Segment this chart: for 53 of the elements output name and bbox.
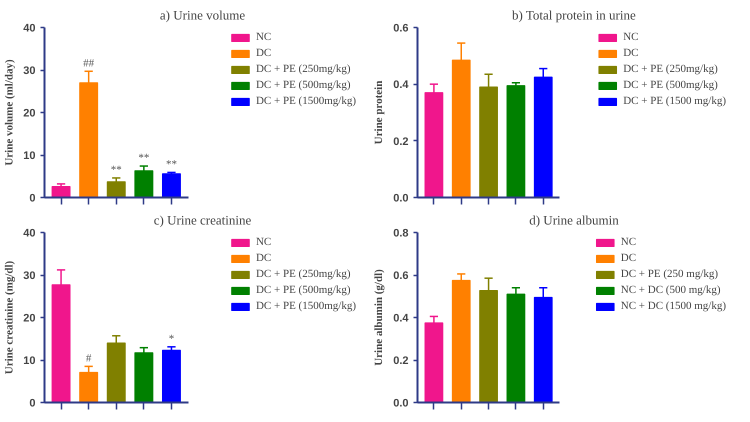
data-label: ** <box>166 158 177 170</box>
y-tick-label: 0.6 <box>393 270 409 282</box>
y-axis-title: Urine albumin (g/dl) <box>373 268 386 366</box>
legend-label: DC + PE (500mg/kg) <box>623 79 718 91</box>
y-tick-label: 0.0 <box>393 192 409 204</box>
y-tick-label: 0 <box>29 192 36 204</box>
legend-label: DC <box>256 47 272 59</box>
y-tick-label: 10 <box>23 355 36 367</box>
legend-label: DC + PE (250mg/kg) <box>256 268 350 280</box>
data-label: ## <box>83 57 95 70</box>
y-tick-label: 10 <box>23 150 36 162</box>
y-tick-label: 20 <box>23 312 36 324</box>
legend-label: NC <box>256 31 272 43</box>
legend-label: DC + PE (250 mg/kg) <box>620 268 718 280</box>
data-label: # <box>86 352 92 364</box>
chart-title: b) Total protein in urine <box>512 8 636 22</box>
legend-label: DC + PE (1500mg/kg) <box>256 95 356 107</box>
legend-label: NC + DC (1500 mg/kg) <box>620 300 726 312</box>
y-tick-label: 0.6 <box>393 22 409 34</box>
y-tick-label: 30 <box>23 65 36 77</box>
y-axis-title: Urine protein <box>373 80 386 144</box>
y-tick-label: 30 <box>23 270 36 282</box>
data-label: * <box>168 332 174 345</box>
y-tick-label: 0.0 <box>393 398 409 410</box>
y-axis-title: Urine volume (ml/day) <box>3 59 16 166</box>
legend-label: DC + PE (250mg/kg) <box>256 63 350 75</box>
y-tick-label: 0.8 <box>393 228 409 240</box>
legend-label: DC + PE (500mg/kg) <box>256 79 350 91</box>
legend-label: NC + DC (500 mg/kg) <box>620 284 720 296</box>
chart-title: c) Urine creatinine <box>154 212 252 228</box>
legend-label: DC <box>620 252 638 264</box>
chart-title: a) Urine volume <box>160 8 246 22</box>
y-tick-label: 20 <box>23 108 36 120</box>
data-label: ** <box>138 152 150 164</box>
legend-label: DC + PE (1500 mg/kg) <box>623 95 726 107</box>
legend-label: DC + PE (250mg/kg) <box>623 63 718 75</box>
legend-label: DC <box>623 47 640 59</box>
legend-label: NC <box>620 236 638 248</box>
y-tick-label: 0.4 <box>393 79 410 92</box>
legend-label: DC + PE (1500mg/kg) <box>256 300 356 312</box>
y-axis-title: Urine creatinine (mg/dl) <box>3 260 16 374</box>
legend-label: NC <box>256 236 272 248</box>
y-tick-label: 0.4 <box>393 312 410 324</box>
legend-label: NC <box>623 31 640 43</box>
y-tick-label: 0 <box>29 398 36 410</box>
legend-label: DC + PE (500mg/kg) <box>256 284 350 296</box>
y-tick-label: 0.2 <box>393 136 409 148</box>
legend-label: DC <box>256 252 272 264</box>
y-tick-label: 40 <box>23 228 36 240</box>
chart-title: d) Urine albumin <box>529 212 620 228</box>
y-tick-label: 40 <box>23 22 36 34</box>
y-tick-label: 0.2 <box>393 355 409 367</box>
data-label: ** <box>110 164 122 176</box>
